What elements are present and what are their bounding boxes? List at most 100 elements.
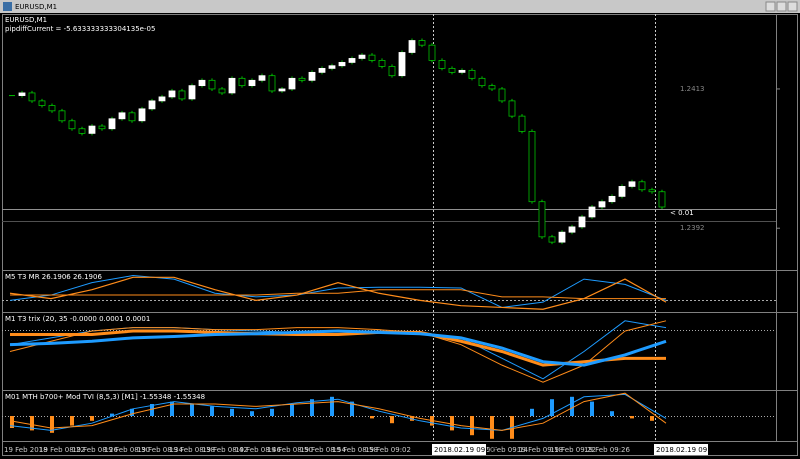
title-bar	[0, 0, 800, 13]
candle-body	[238, 77, 246, 87]
candle-body	[158, 96, 166, 102]
candle-body	[538, 201, 546, 238]
candle-body	[558, 231, 566, 243]
candle-body	[608, 195, 616, 203]
indicator-title: M1 T3 trix (20, 35 -0.0000 0.0001 0.0001	[5, 315, 150, 323]
tab-title: EURUSD,M1	[15, 3, 57, 11]
candle-body	[518, 115, 526, 132]
candle-body	[438, 60, 446, 69]
candle-body	[18, 92, 26, 96]
time-highlight-label: 2018.02.19 09:06	[434, 446, 497, 454]
time-label: 19 Feb 09:02	[365, 446, 411, 454]
candle-body	[548, 236, 556, 243]
histogram-bar	[170, 401, 174, 416]
candle-body	[408, 40, 416, 53]
histogram-bar	[550, 399, 554, 416]
candle-body	[258, 75, 266, 81]
histogram-bar	[530, 408, 534, 416]
candle-body	[78, 128, 86, 134]
histogram-bar	[150, 404, 154, 416]
candle-body	[288, 77, 296, 90]
histogram-bar	[230, 408, 234, 416]
histogram-bar	[190, 404, 194, 416]
frame	[2, 14, 798, 456]
chart-label: EURUSD,M1	[5, 16, 47, 24]
candle-body	[658, 191, 666, 208]
histogram-bar	[570, 396, 574, 416]
histogram-bar	[650, 416, 654, 421]
candle-body	[418, 40, 426, 46]
candle-body	[488, 85, 496, 90]
histogram-bar	[470, 416, 474, 436]
time-label: 19 Feb 2018	[4, 446, 48, 454]
candle-body	[138, 108, 146, 122]
candle-body	[368, 54, 376, 61]
time-label: 19 Feb 09:18	[517, 446, 563, 454]
histogram-bar	[130, 408, 134, 416]
candle-body	[398, 52, 406, 77]
candle-body	[208, 79, 216, 90]
candle-body	[618, 186, 626, 197]
spread-label: < 0.01	[670, 209, 694, 217]
indicator-line	[9, 393, 667, 431]
candle-body	[498, 88, 506, 102]
time-highlight-label: 2018.02.19 09:26	[656, 446, 719, 454]
candle-body	[118, 112, 126, 120]
candle-body	[198, 79, 206, 87]
time-highlight	[654, 444, 708, 455]
time-label: 19 Feb 09:26	[584, 446, 630, 454]
time-label: 19 Feb 09:22	[550, 446, 596, 454]
histogram-bar	[50, 416, 54, 433]
maximize-button[interactable]	[776, 1, 787, 12]
candle-body	[128, 112, 136, 122]
candle-body	[628, 181, 636, 187]
candle-body	[68, 120, 76, 130]
indicator-line	[10, 289, 666, 300]
indicator-line	[9, 392, 667, 431]
candle-body	[318, 67, 326, 73]
candle-body	[588, 206, 596, 218]
minimize-button[interactable]	[765, 1, 776, 12]
info-line: pipdiffCurrent = -5.633333333304135e-05	[5, 25, 155, 33]
candle-body	[348, 58, 356, 63]
histogram-bar	[630, 416, 634, 419]
histogram-bar	[450, 416, 454, 431]
candle-body	[388, 66, 396, 77]
time-label: 19 Feb 09:14	[482, 446, 528, 454]
candle-body	[328, 65, 336, 69]
histogram-bar	[310, 399, 314, 416]
candle-body	[648, 189, 656, 193]
indicator-line	[9, 275, 667, 308]
time-label: 19 Feb 08:22	[39, 446, 85, 454]
time-label: 19 Feb 08:30	[104, 446, 150, 454]
indicator-title: M01 MTH b700+ Mod TVI (8,5,3) [M1] -1.55…	[5, 393, 205, 401]
candle-body	[448, 67, 456, 73]
histogram-bar	[250, 411, 254, 416]
candle-body	[568, 226, 576, 233]
panes	[2, 14, 798, 456]
candle-body	[528, 130, 536, 203]
candle-body	[188, 85, 196, 100]
histogram-bar	[210, 406, 214, 416]
indicator-title: M5 T3 MR 26.1906 26.1906	[5, 273, 102, 281]
time-label: 19 Feb 08:50	[267, 446, 313, 454]
candle-body	[468, 69, 476, 79]
candle-body	[248, 79, 256, 87]
candle-body	[58, 110, 66, 122]
candle-body	[28, 92, 36, 102]
candle-body	[458, 69, 466, 73]
histogram-bar	[330, 396, 334, 416]
candle-body	[598, 201, 606, 208]
time-label: 19 Feb 08:38	[169, 446, 215, 454]
candle-body	[338, 62, 346, 67]
candle-body	[308, 71, 316, 81]
close-button[interactable]	[787, 1, 798, 12]
candle-body	[358, 54, 366, 59]
time-highlight	[432, 444, 486, 455]
time-label: 19 Feb 08:54	[300, 446, 346, 454]
price-label: 1.2413	[680, 85, 705, 93]
candle-body	[168, 90, 176, 98]
histogram-bar	[610, 411, 614, 416]
